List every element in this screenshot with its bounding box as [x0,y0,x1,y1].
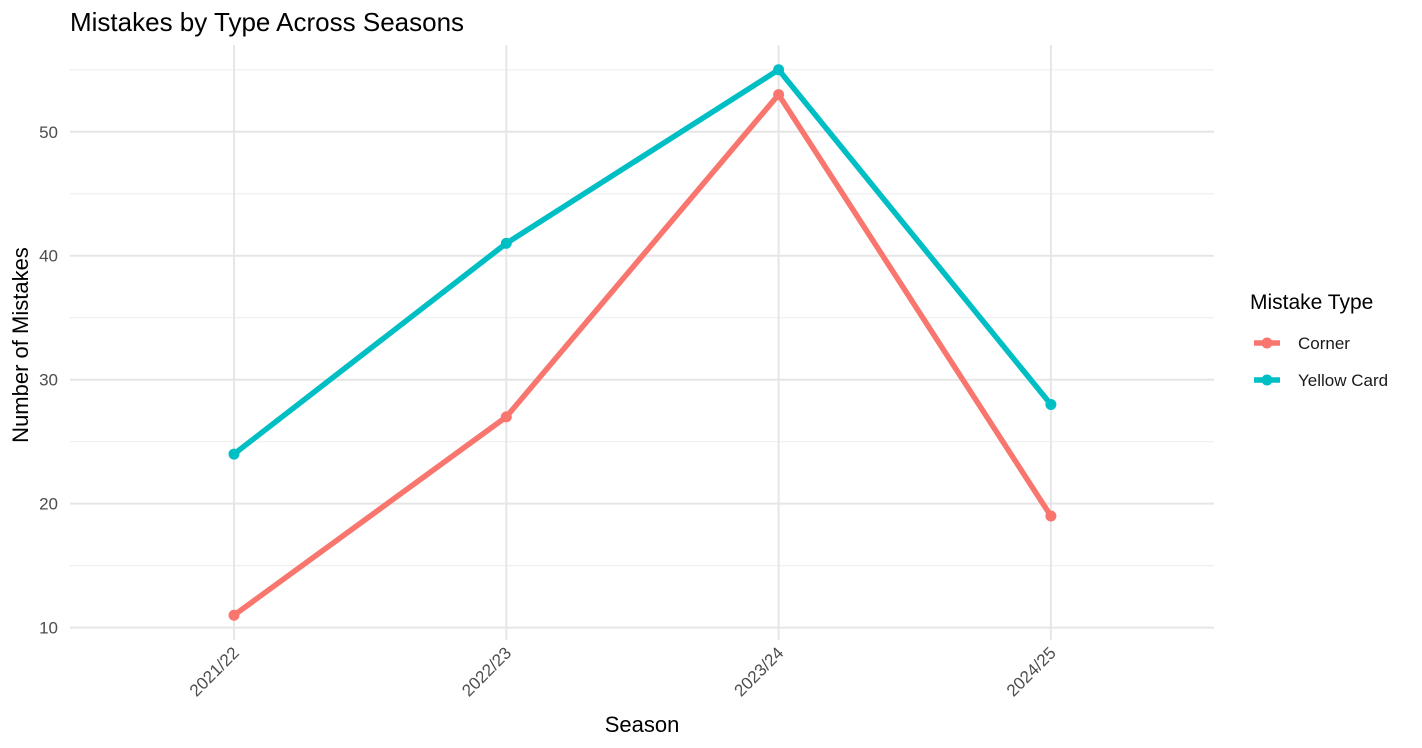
legend-label: Yellow Card [1298,371,1388,390]
x-axis-title: Season [605,712,680,737]
data-point [228,448,240,460]
y-tick-label: 10 [39,619,58,638]
data-point [773,64,785,76]
y-tick-label: 50 [39,123,58,142]
data-point [773,89,785,101]
x-tick-label: 2023/24 [731,643,788,700]
series-corner [228,89,1057,621]
data-point [500,237,512,249]
series-line [231,67,1054,457]
legend-item: Corner [1254,334,1350,353]
series-yellow-card [228,64,1057,460]
legend-key-point [1261,337,1273,349]
y-tick-label: 40 [39,247,58,266]
y-axis-ticks: 10 20 30 40 50 [39,123,58,638]
data-point [228,609,240,621]
y-tick-label: 30 [39,371,58,390]
series-line [231,91,1054,618]
legend-label: Corner [1298,334,1350,353]
series-lines [228,64,1057,621]
legend-items: Corner Yellow Card [1254,334,1388,390]
y-tick-label: 20 [39,495,58,514]
legend: Mistake Type Corner Yellow Card [1250,291,1388,390]
data-point [1045,510,1057,522]
chart-title: Mistakes by Type Across Seasons [70,7,464,37]
x-tick-label: 2021/22 [186,643,243,700]
x-tick-label: 2022/23 [458,643,515,700]
legend-key-point [1261,374,1273,386]
legend-item: Yellow Card [1254,371,1388,390]
y-axis-title: Number of Mistakes [8,247,33,443]
grid-lines [70,45,1214,640]
legend-title: Mistake Type [1250,291,1373,314]
data-point [500,411,512,423]
x-axis-ticks: 2021/22 2022/23 2023/24 2024/25 [186,643,1060,700]
data-point [1045,398,1057,410]
x-tick-label: 2024/25 [1003,643,1060,700]
